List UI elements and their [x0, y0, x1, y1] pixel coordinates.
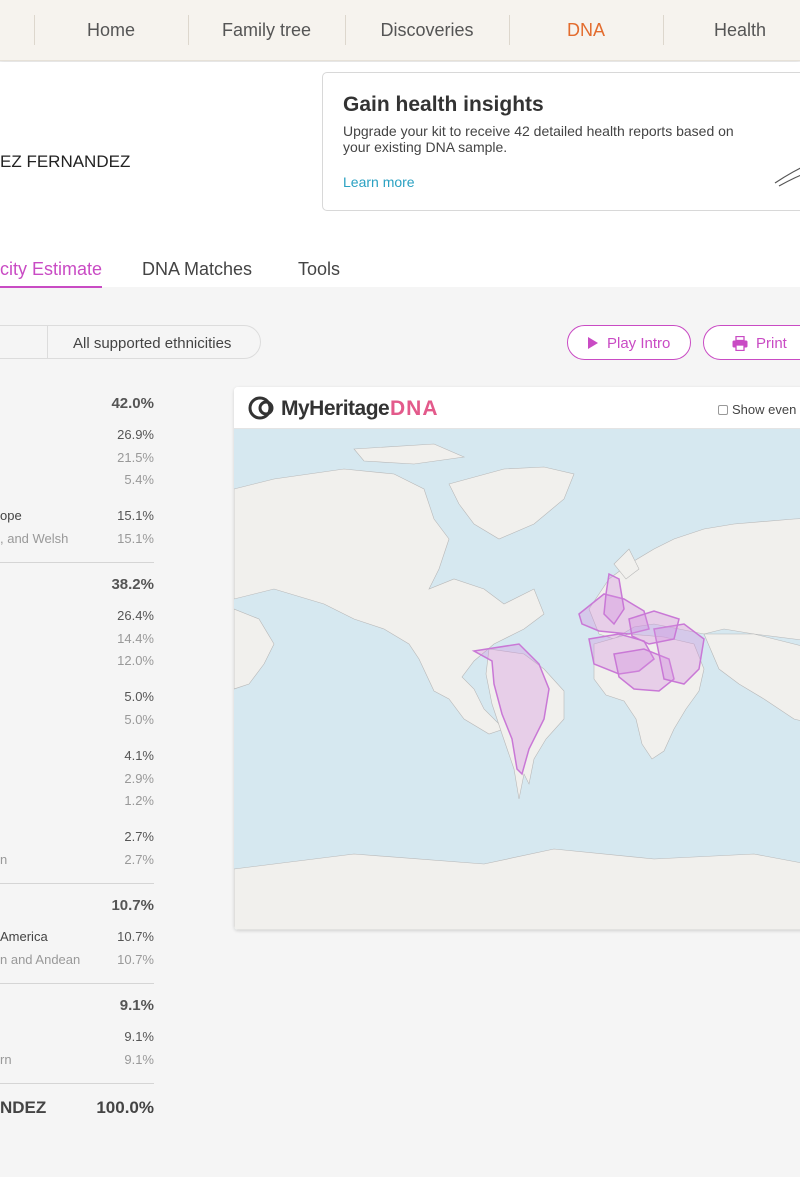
promo-illustration-icon: [774, 167, 800, 187]
nav-item-home[interactable]: Home: [86, 20, 135, 40]
group-percent: 9.1%: [119, 997, 154, 1014]
ethnicity-name: n and Andean: [0, 952, 81, 967]
group-divider: [0, 1083, 154, 1084]
play-icon: [588, 337, 598, 349]
map-header: MyHeritage DNA Show even: [234, 387, 800, 429]
ethnicity-name: ope: [0, 508, 22, 523]
printer-icon: [732, 336, 748, 351]
group-divider: [0, 883, 154, 884]
ethnicity-percent: 26.4%: [117, 608, 154, 623]
ethnicity-name: , and Welsh: [0, 531, 69, 546]
group-divider: [0, 562, 154, 563]
nav-item-dna[interactable]: DNA: [566, 20, 605, 40]
nav-separator: [188, 15, 189, 45]
ethnicity-percent: 12.0%: [117, 653, 154, 668]
learn-more-link[interactable]: Learn more: [343, 174, 415, 190]
ethnicity-percent: 1.2%: [124, 793, 154, 808]
ethnicity-percent: 5.0%: [124, 712, 154, 727]
ethnicity-percent: 15.1%: [117, 531, 154, 546]
group-percent: 42.0%: [111, 395, 154, 412]
group-percent: 38.2%: [111, 576, 154, 593]
nav-separator: [345, 15, 346, 45]
show-events-label: Show even: [732, 402, 797, 417]
tab-ethnicity-estimate[interactable]: city Estimate: [0, 259, 103, 288]
ethnicity-percent: 10.7%: [117, 952, 154, 967]
nav-item-discoveries[interactable]: Discoveries: [380, 20, 474, 40]
total-percent: 100.0%: [96, 1098, 154, 1117]
filter-divider: [47, 326, 48, 358]
ethnicity-name: America: [0, 929, 48, 944]
brand-dna: DNA: [390, 397, 439, 420]
ethnicity-percent: 9.1%: [124, 1029, 154, 1044]
ethnicity-percent: 4.1%: [124, 748, 154, 763]
nav-item-family-tree[interactable]: Family tree: [221, 20, 311, 40]
ethnicity-map-card: MyHeritage DNA Show even: [234, 387, 800, 930]
show-events-toggle[interactable]: Show even: [718, 402, 796, 417]
group-percent: 10.7%: [111, 897, 154, 914]
ethnicity-filter-toggle: All supported ethnicities: [0, 325, 261, 359]
nav-separator: [509, 15, 510, 45]
ethnicity-name: n: [0, 852, 8, 867]
print-button[interactable]: Print: [703, 325, 800, 360]
brand-name: MyHeritage: [281, 397, 390, 420]
ethnicity-percent: 14.4%: [117, 631, 154, 646]
myheritage-logo-icon: [248, 396, 274, 420]
ethnicity-percent: 10.7%: [117, 929, 154, 944]
filter-all-ethnicities[interactable]: All supported ethnicities: [73, 335, 232, 352]
ethnicity-percent: 2.7%: [124, 829, 154, 844]
total-owner-name: NDEZ: [0, 1098, 47, 1117]
group-divider: [0, 983, 154, 984]
play-intro-label: Play Intro: [607, 335, 671, 352]
promo-title: Gain health insights: [343, 93, 544, 116]
ethnicity-percent: 21.5%: [117, 450, 154, 465]
ethnicity-percent: 2.9%: [124, 771, 154, 786]
ethnicity-percent: 5.0%: [124, 689, 154, 704]
nav-separator: [34, 15, 35, 45]
print-label: Print: [756, 335, 787, 352]
tab-dna-matches[interactable]: DNA Matches: [142, 259, 253, 279]
nav-separator: [663, 15, 664, 45]
ethnicity-percent: 5.4%: [124, 472, 154, 487]
top-navigation: Home Family tree Discoveries DNA Health: [0, 0, 800, 61]
health-promo-card: Gain health insights Upgrade your kit to…: [322, 72, 800, 211]
promo-text: Upgrade your kit to receive 42 detailed …: [343, 123, 734, 155]
world-map[interactable]: [234, 429, 800, 930]
show-events-checkbox[interactable]: [718, 405, 728, 415]
ethnicity-percent: 15.1%: [117, 508, 154, 523]
tab-tools[interactable]: Tools: [298, 259, 341, 279]
ethnicity-name: rn: [0, 1052, 12, 1067]
ethnicity-percent: 9.1%: [124, 1052, 154, 1067]
kit-owner-name: EZ FERNANDEZ: [0, 152, 131, 171]
ethnicity-percent: 2.7%: [124, 852, 154, 867]
ethnicity-percent: 26.9%: [117, 427, 154, 442]
nav-item-health[interactable]: Health: [713, 20, 767, 40]
play-intro-button[interactable]: Play Intro: [567, 325, 691, 360]
dna-tabs: city Estimate DNA Matches Tools: [0, 255, 800, 288]
